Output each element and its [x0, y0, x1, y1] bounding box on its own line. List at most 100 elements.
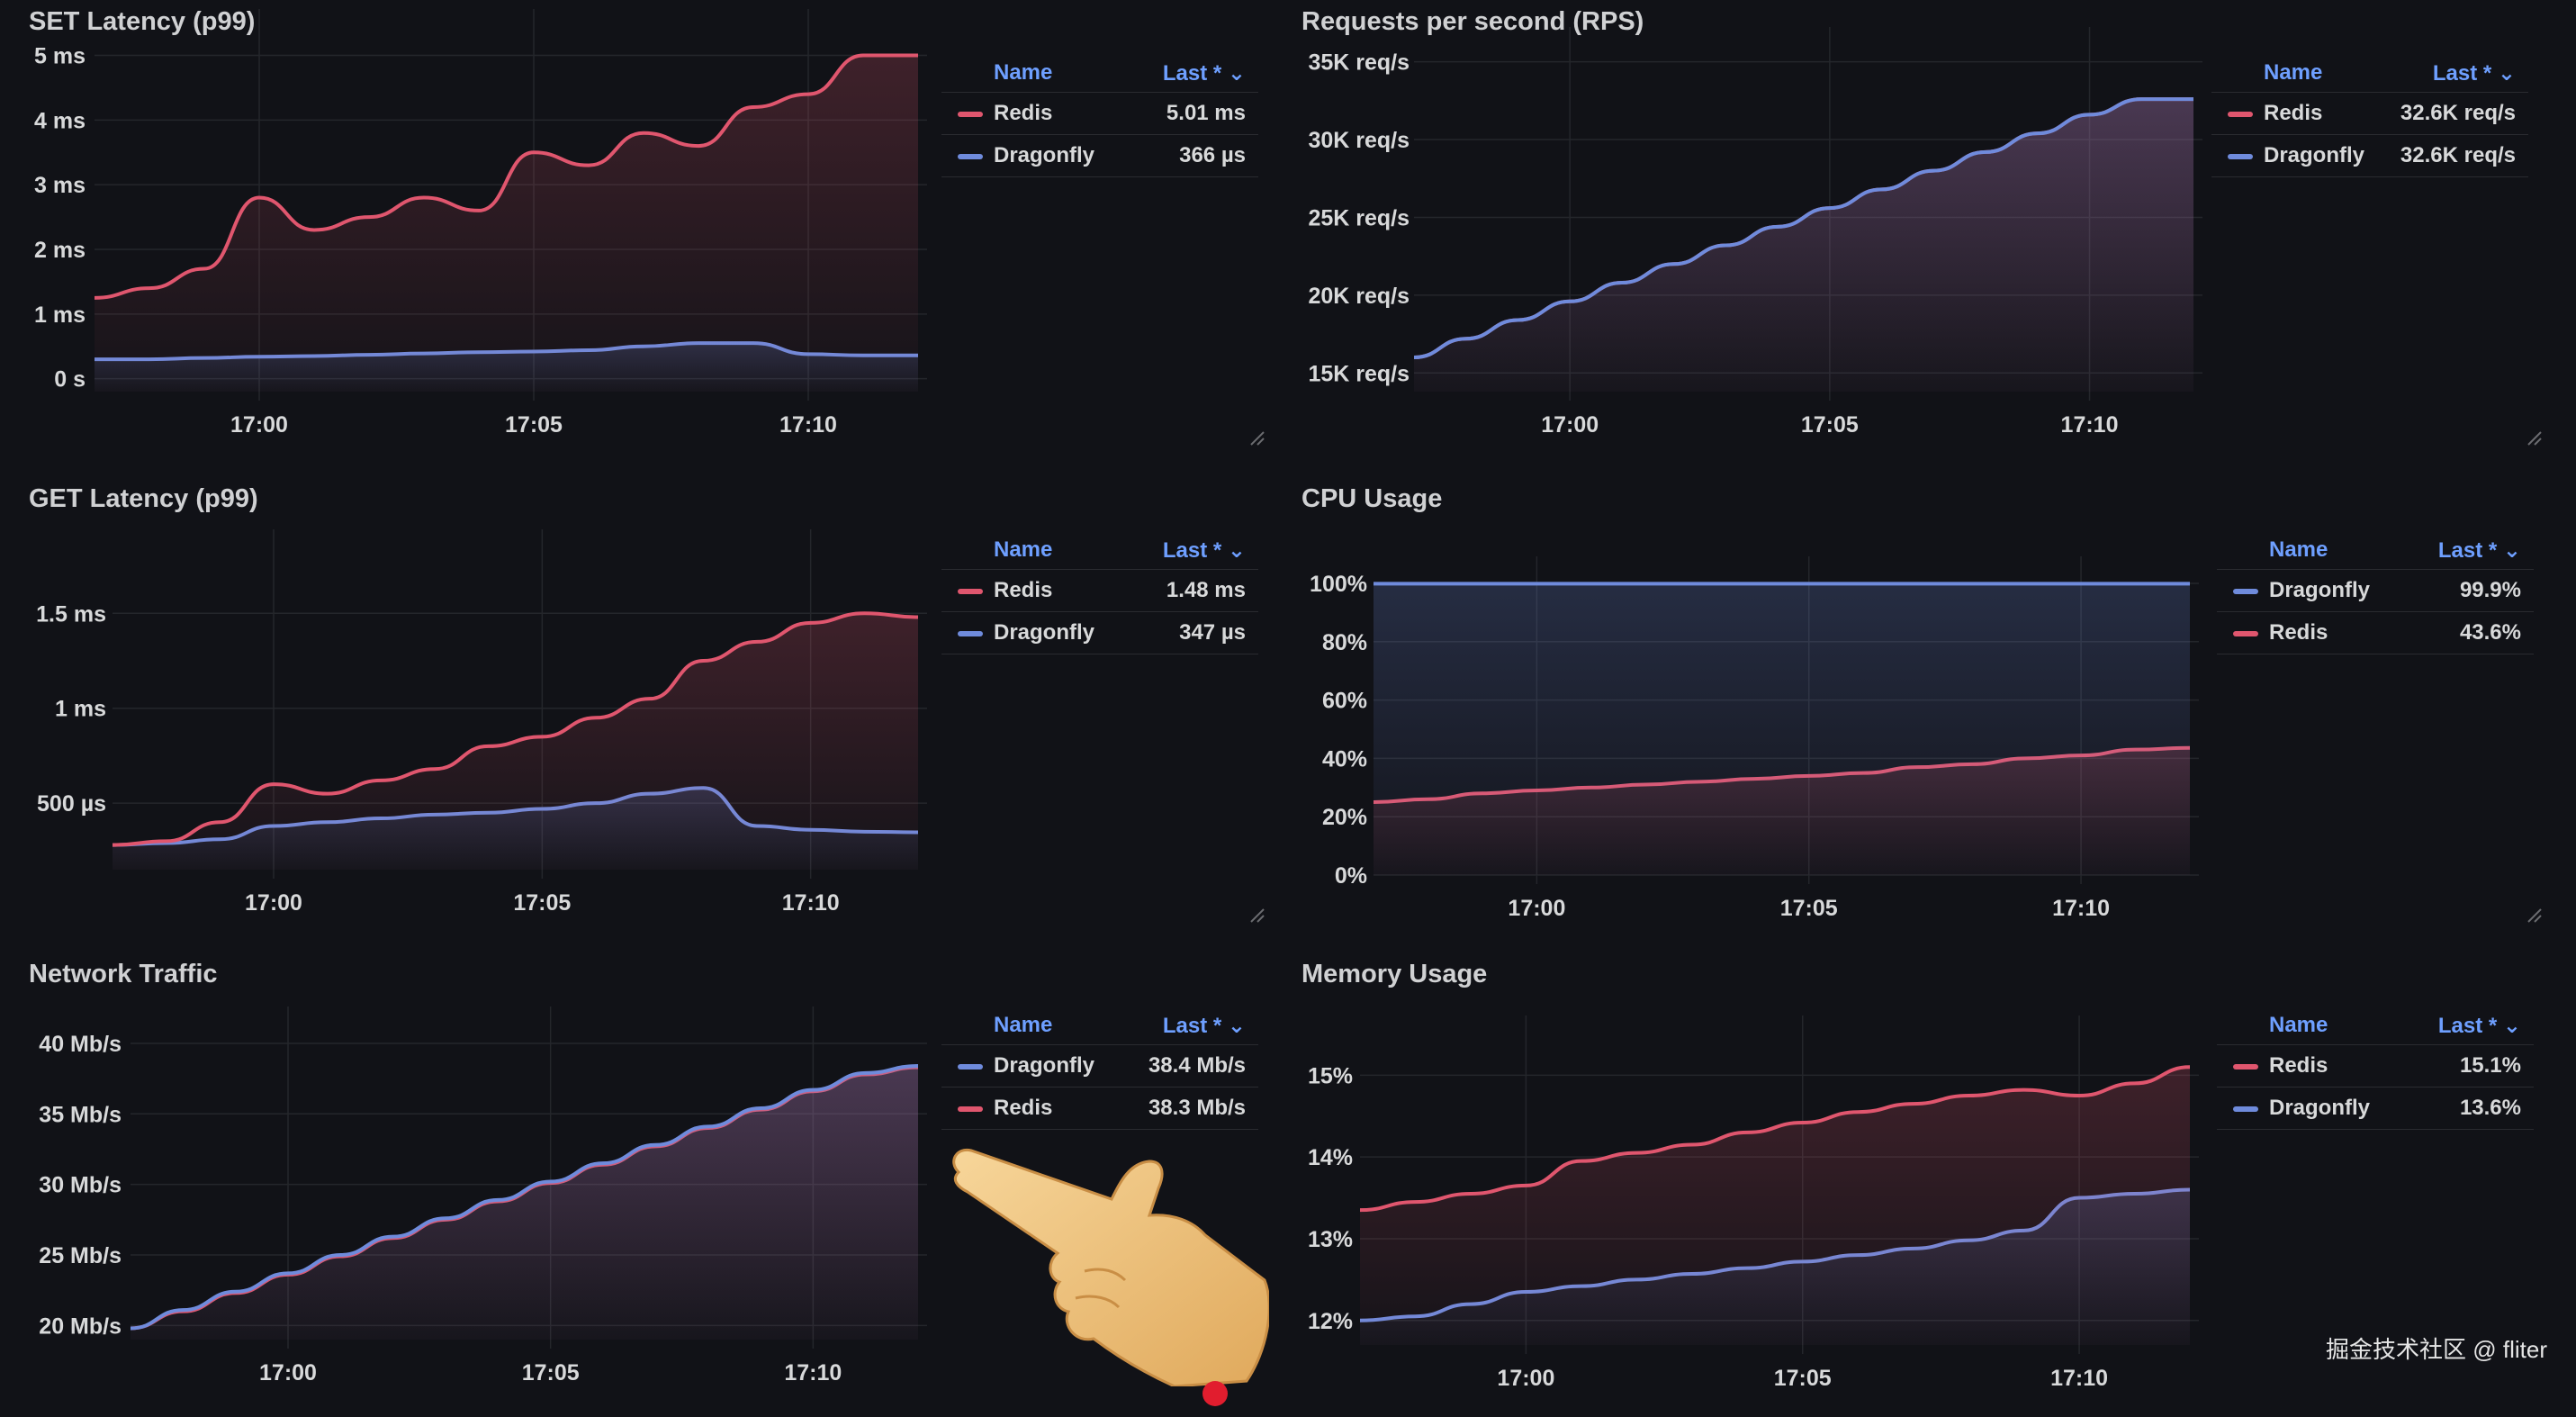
legend-last-header[interactable]: Last * ⌄	[2432, 60, 2516, 86]
legend-name-header[interactable]: Name	[994, 1013, 1053, 1037]
panel-title: GET Latency (p99)	[29, 484, 258, 513]
y-tick-label: 60%	[1322, 689, 1367, 714]
series-line-redis[interactable]	[94, 53, 918, 300]
x-tick-label: 17:05	[522, 1360, 580, 1385]
x-tick-label: 17:10	[2061, 412, 2119, 438]
resize-handle[interactable]	[1249, 907, 1265, 924]
panel-title: CPU Usage	[1302, 484, 1443, 513]
legend-series-value: 13.6%	[2459, 1096, 2521, 1120]
y-tick-label: 3 ms	[34, 173, 86, 198]
chart-network: 20 Mb/s 25 Mb/s 30 Mb/s 35 Mb/s 40 Mb/s 17:00…	[39, 1006, 927, 1385]
legend-name-header[interactable]: Name	[994, 60, 1053, 85]
x-tick-label: 17:10	[2052, 896, 2110, 921]
legend-last-header[interactable]: Last * ⌄	[1162, 1013, 1246, 1038]
legend-row[interactable]: Redis 5.01 ms	[941, 92, 1258, 134]
y-tick-label: 25K req/s	[1308, 205, 1410, 230]
legend-row[interactable]: Dragonfly 38.4 Mb/s	[941, 1044, 1258, 1087]
y-tick-label: 35 Mb/s	[39, 1102, 122, 1127]
y-tick-label: 1 ms	[34, 302, 86, 328]
legend-cpu: Name Last * ⌄ Dragonfly 99.9% Redis 43.6%	[2217, 531, 2534, 654]
legend-row[interactable]: Dragonfly 13.6%	[2217, 1087, 2534, 1130]
legend-row[interactable]: Redis 15.1%	[2217, 1044, 2534, 1087]
legend-series-name: Redis	[994, 578, 1053, 602]
chart-set-latency: 0 s 1 ms 2 ms 3 ms 4 ms 5 ms 17:00 17:05 17:10	[34, 9, 927, 438]
x-tick-label: 17:10	[782, 890, 840, 916]
series-area-redis	[95, 55, 918, 392]
chart-memory: 12% 13% 14% 15% 17:00 17:05 17:10	[1308, 1015, 2199, 1391]
legend-row[interactable]: Redis 38.3 Mb/s	[941, 1087, 1258, 1130]
legend-header: Name Last * ⌄	[941, 531, 1258, 569]
y-tick-label: 15%	[1308, 1063, 1353, 1088]
legend-swatch	[958, 631, 983, 636]
y-tick-label: 13%	[1308, 1227, 1353, 1252]
resize-handle[interactable]	[2526, 430, 2543, 447]
legend-row[interactable]: Redis 32.6K req/s	[2211, 92, 2528, 134]
y-tick-label: 20 Mb/s	[39, 1313, 122, 1339]
panel-get-latency: GET Latency (p99) 500 µs 1 ms 1.5 ms 17:00 1…	[0, 477, 1288, 942]
cursor-dot	[1202, 1381, 1228, 1406]
legend-memory: Name Last * ⌄ Redis 15.1% Dragonfly 13.6%	[2217, 1006, 2534, 1130]
legend-last-header[interactable]: Last * ⌄	[1162, 537, 1246, 563]
series-line-dragonfly[interactable]	[130, 1064, 919, 1331]
x-tick-label: 17:00	[1508, 896, 1565, 921]
y-tick-label: 0 s	[54, 367, 86, 393]
panel-title: SET Latency (p99)	[29, 7, 256, 36]
chart-get-latency: 500 µs 1 ms 1.5 ms 17:00 17:05 17:10	[36, 529, 927, 916]
legend-row[interactable]: Dragonfly 366 µs	[941, 134, 1258, 177]
y-tick-label: 14%	[1308, 1145, 1353, 1170]
legend-name-header[interactable]: Name	[2269, 537, 2328, 562]
panel-cpu: CPU Usage 0% 20% 40% 60% 80% 100% 17:00 17:05 17…	[1288, 477, 2576, 942]
legend-series-value: 99.9%	[2459, 578, 2521, 602]
y-tick-label: 30K req/s	[1308, 128, 1410, 153]
chart-cpu: 0% 20% 40% 60% 80% 100% 17:00 17:05 17:10	[1310, 556, 2199, 921]
x-tick-label: 17:00	[230, 412, 288, 438]
panel-rps: Requests per second (RPS) 15K req/s 20K r…	[1288, 0, 2576, 465]
legend-series-value: 32.6K req/s	[2400, 143, 2516, 167]
x-tick-label: 17:05	[505, 412, 563, 438]
y-tick-label: 40 Mb/s	[39, 1032, 122, 1057]
y-tick-label: 15K req/s	[1308, 361, 1410, 386]
legend-header: Name Last * ⌄	[2217, 531, 2534, 569]
legend-swatch	[2228, 112, 2253, 117]
legend-row[interactable]: Dragonfly 32.6K req/s	[2211, 134, 2528, 177]
resize-handle[interactable]	[2526, 907, 2543, 924]
y-tick-label: 4 ms	[34, 108, 86, 133]
legend-header: Name Last * ⌄	[2211, 54, 2528, 92]
legend-name-header[interactable]: Name	[2269, 1013, 2328, 1037]
legend-row[interactable]: Redis 1.48 ms	[941, 569, 1258, 611]
legend-name-header[interactable]: Name	[994, 537, 1053, 562]
series-line-redis[interactable]	[112, 611, 919, 847]
legend-swatch	[2228, 154, 2253, 159]
legend-name-header[interactable]: Name	[2264, 60, 2323, 85]
panel-title: Requests per second (RPS)	[1302, 7, 1644, 36]
legend-header: Name Last * ⌄	[941, 1006, 1258, 1044]
legend-last-header[interactable]: Last * ⌄	[2437, 1013, 2521, 1038]
legend-series-value: 38.4 Mb/s	[1148, 1053, 1246, 1078]
series-area-redis	[113, 613, 918, 870]
series-line-redis[interactable]	[1359, 1065, 2191, 1213]
legend-series-value: 1.48 ms	[1166, 578, 1246, 602]
legend-header: Name Last * ⌄	[2217, 1006, 2534, 1044]
legend-row[interactable]: Dragonfly 99.9%	[2217, 569, 2534, 611]
resize-handle[interactable]	[1249, 430, 1265, 447]
series-line-dragonfly[interactable]	[1413, 97, 2193, 359]
legend-row[interactable]: Dragonfly 347 µs	[941, 611, 1258, 654]
legend-series-name: Dragonfly	[2269, 1096, 2371, 1120]
legend-last-header[interactable]: Last * ⌄	[2437, 537, 2521, 563]
x-tick-label: 17:05	[1780, 896, 1838, 921]
legend-series-name: Redis	[994, 1096, 1053, 1120]
legend-series-value: 5.01 ms	[1166, 101, 1246, 125]
watermark: 掘金技术社区 @ fliter	[2326, 1336, 2547, 1363]
x-tick-label: 17:05	[1774, 1366, 1832, 1391]
legend-swatch	[2233, 589, 2258, 594]
legend-row[interactable]: Redis 43.6%	[2217, 611, 2534, 654]
series-area-redis	[1360, 1067, 2190, 1345]
panel-set-latency: SET Latency (p99) 0 s 1 ms 2 ms 3 ms 4 ms 5 m…	[0, 0, 1288, 465]
y-tick-label: 12%	[1308, 1309, 1353, 1334]
y-tick-label: 100%	[1310, 572, 1367, 597]
legend-last-header[interactable]: Last * ⌄	[1162, 60, 1246, 86]
legend-network: Name Last * ⌄ Dragonfly 38.4 Mb/s Redis 38.3 …	[941, 1006, 1258, 1130]
y-tick-label: 500 µs	[37, 791, 106, 817]
x-tick-label: 17:10	[779, 412, 837, 438]
y-tick-label: 0%	[1335, 863, 1367, 889]
